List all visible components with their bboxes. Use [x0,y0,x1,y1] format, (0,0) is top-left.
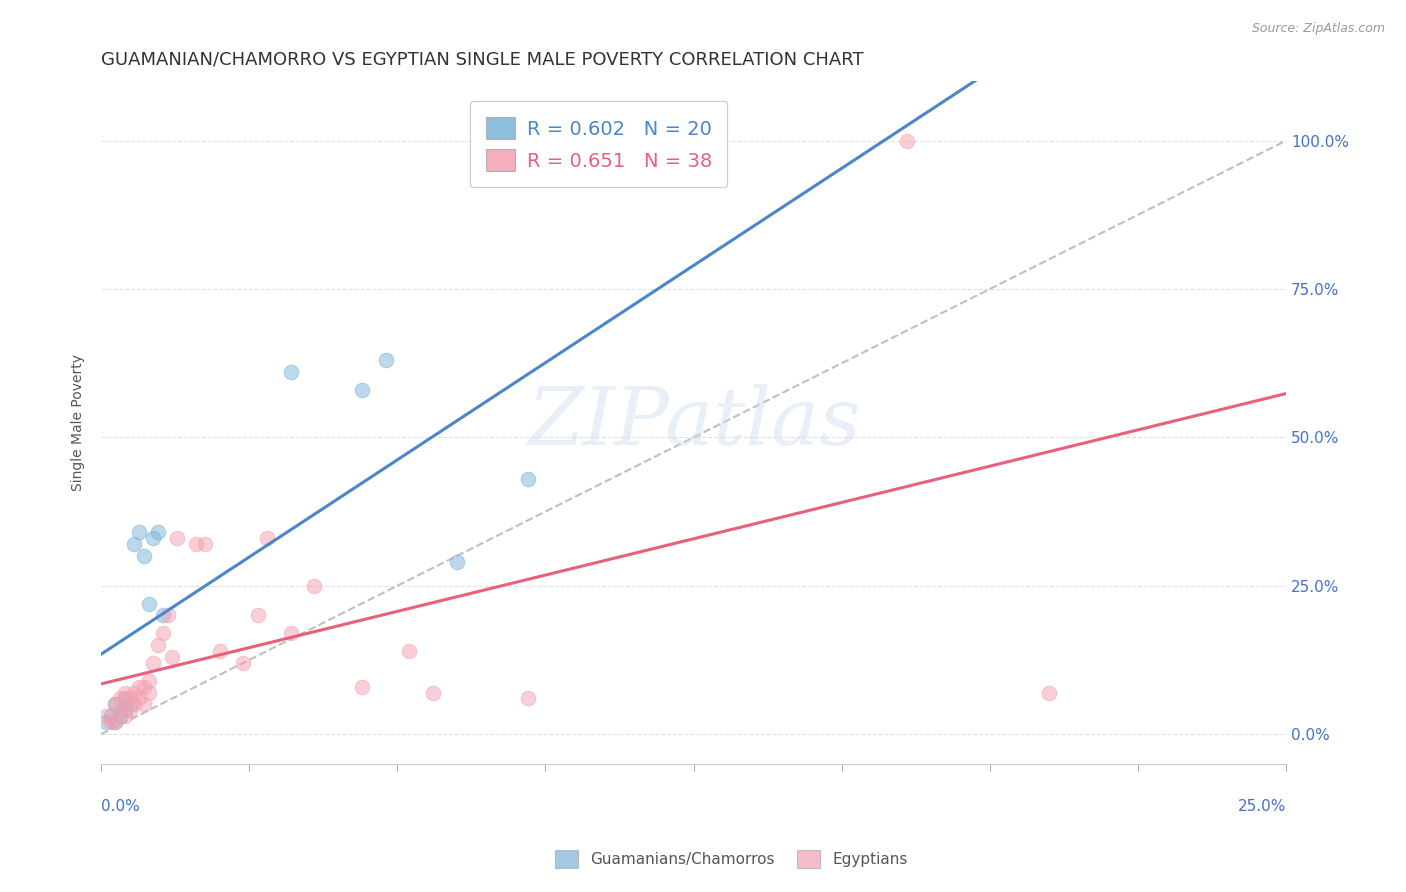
Point [94,709,117,723]
Point [108,691,131,706]
Point [132,698,155,712]
Point [146,638,169,652]
Point [128,680,150,694]
Point [138,673,160,688]
Point [156,608,179,623]
Y-axis label: Single Male Poverty: Single Male Poverty [72,354,86,491]
Point [128,691,150,706]
Legend: Guamanians/Chamorros, Egyptians: Guamanians/Chamorros, Egyptians [547,843,915,875]
Point [398,644,420,658]
Point [446,555,468,569]
Text: Source: ZipAtlas.com: Source: ZipAtlas.com [1251,22,1385,36]
Point [516,472,538,486]
Point [280,365,302,379]
Point [146,525,169,540]
Point [114,691,136,706]
Point [304,579,326,593]
Point [100,715,122,730]
Point [114,703,136,717]
Point [94,715,117,730]
Point [194,537,217,551]
Point [108,709,131,723]
Point [184,537,207,551]
Point [114,709,136,723]
Point [208,644,231,658]
Text: GUAMANIAN/CHAMORRO VS EGYPTIAN SINGLE MALE POVERTY CORRELATION CHART: GUAMANIAN/CHAMORRO VS EGYPTIAN SINGLE MA… [101,51,863,69]
Point [232,656,254,670]
Point [104,698,127,712]
Point [124,685,146,699]
Point [246,608,269,623]
Point [132,680,155,694]
Text: 25.0%: 25.0% [1237,799,1286,814]
Point [128,525,150,540]
Point [256,531,278,545]
Point [118,691,141,706]
Point [516,691,538,706]
Legend: R = 0.602   N = 20, R = 0.651   N = 38: R = 0.602 N = 20, R = 0.651 N = 38 [470,102,727,187]
Point [1038,685,1060,699]
Point [142,531,165,545]
Point [896,134,918,148]
Point [118,703,141,717]
Point [350,383,373,397]
Point [280,626,302,640]
Point [124,537,146,551]
Point [374,353,396,368]
Point [124,698,146,712]
Point [108,703,131,717]
Point [350,680,373,694]
Point [166,531,188,545]
Point [100,709,122,723]
Point [132,549,155,563]
Point [104,715,127,730]
Point [104,698,127,712]
Text: 0.0%: 0.0% [101,799,141,814]
Point [142,656,165,670]
Point [422,685,444,699]
Point [114,685,136,699]
Point [118,698,141,712]
Point [162,649,184,664]
Point [152,626,174,640]
Point [104,715,127,730]
Point [152,608,174,623]
Point [138,685,160,699]
Point [138,597,160,611]
Text: ZIPatlas: ZIPatlas [527,384,860,461]
